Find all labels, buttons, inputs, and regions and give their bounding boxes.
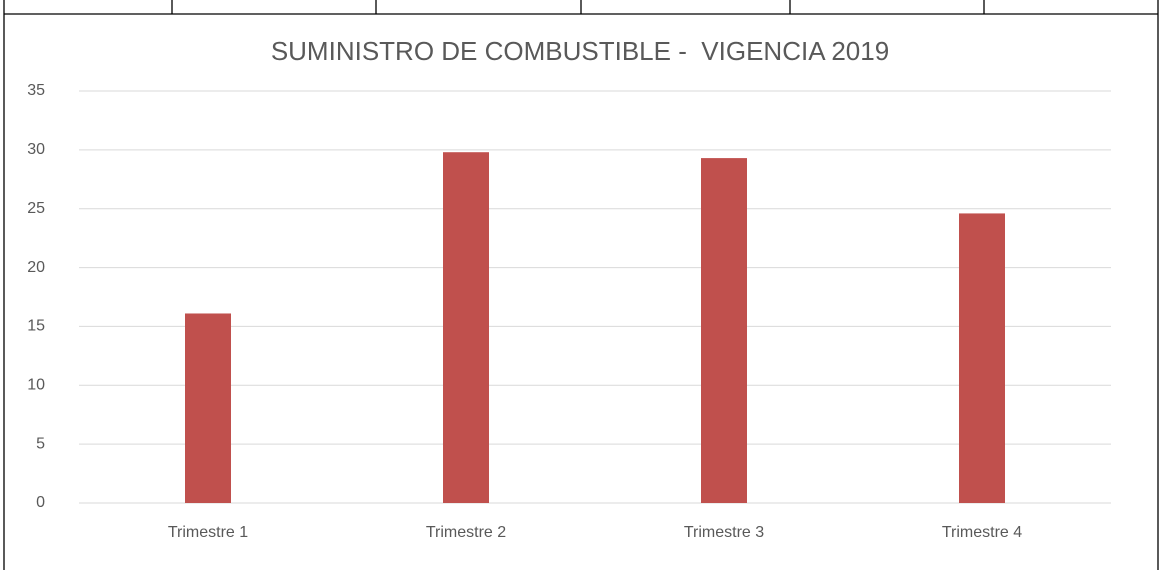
x-tick-label: Trimestre 4: [942, 524, 1022, 541]
y-tick-label: 25: [27, 200, 45, 217]
x-tick-label: Trimestre 2: [426, 524, 506, 541]
bar: [443, 152, 489, 503]
chart-title: SUMINISTRO DE COMBUSTIBLE - VIGENCIA 201…: [271, 36, 889, 66]
x-tick-label: Trimestre 1: [168, 524, 248, 541]
y-tick-label: 15: [27, 318, 45, 335]
y-tick-label: 10: [27, 377, 45, 394]
y-tick-label: 0: [36, 494, 45, 511]
bar: [701, 158, 747, 503]
x-tick-label: Trimestre 3: [684, 524, 764, 541]
y-tick-label: 35: [27, 82, 45, 99]
table-borders: [3, 0, 1159, 570]
y-tick-label: 20: [27, 259, 45, 276]
y-tick-label: 5: [36, 435, 45, 452]
bar: [959, 213, 1005, 503]
y-tick-label: 30: [27, 141, 45, 158]
bar: [185, 313, 231, 503]
